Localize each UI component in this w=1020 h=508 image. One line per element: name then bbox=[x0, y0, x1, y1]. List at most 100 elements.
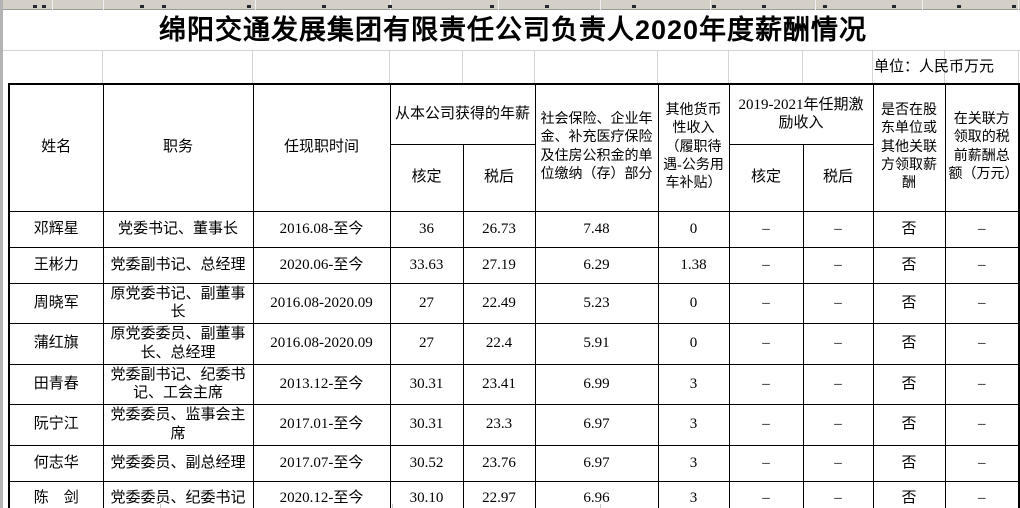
cell-other: 1.38 bbox=[657, 246, 730, 284]
header-tenure: 任现职时间 bbox=[252, 83, 391, 212]
cell-shareholder: 否 bbox=[872, 404, 946, 446]
unit-note: 单位：人民币万元 bbox=[874, 59, 995, 75]
header-salary-group: 从本公司获得的年薪 bbox=[389, 83, 536, 145]
cell-inc-approved: – bbox=[728, 246, 804, 284]
cell-related-total: – bbox=[944, 323, 1020, 365]
cell-name: 王彬力 bbox=[8, 246, 104, 284]
cell-related-total: – bbox=[944, 282, 1020, 324]
cell-inc-after-tax: – bbox=[802, 444, 874, 482]
cell-name: 蒲红旗 bbox=[8, 323, 104, 365]
cell-shareholder: 否 bbox=[872, 480, 946, 508]
cell-inc-after-tax: – bbox=[802, 404, 874, 446]
cell-related-total: – bbox=[944, 444, 1020, 482]
cut-off-row-strip bbox=[0, 0, 1020, 10]
cell-social: 6.97 bbox=[534, 444, 659, 482]
cell-inc-after-tax: – bbox=[802, 363, 874, 405]
cell-after-tax: 23.41 bbox=[462, 363, 536, 405]
cell-other: 0 bbox=[657, 282, 730, 324]
cell-other: 3 bbox=[657, 480, 730, 508]
header-position: 职务 bbox=[102, 83, 254, 212]
cell-inc-after-tax: – bbox=[802, 323, 874, 365]
cell-shareholder: 否 bbox=[872, 323, 946, 365]
cell-after-tax: 23.76 bbox=[462, 444, 536, 482]
cell-position: 党委委员、监事会主席 bbox=[102, 404, 254, 446]
cell-tenure: 2017.01-至今 bbox=[252, 404, 391, 446]
cell-other: 3 bbox=[657, 404, 730, 446]
cell-after-tax: 23.3 bbox=[462, 404, 536, 446]
cell-other: 0 bbox=[657, 210, 730, 248]
cell-shareholder: 否 bbox=[872, 363, 946, 405]
header-incentive-after-tax: 税后 bbox=[802, 143, 874, 212]
cell-shareholder: 否 bbox=[872, 210, 946, 248]
cell-social: 6.99 bbox=[534, 363, 659, 405]
cell-related-total: – bbox=[944, 404, 1020, 446]
cell-tenure: 2016.08-至今 bbox=[252, 210, 391, 248]
table-row: 陈 剑 党委委员、纪委书记 2020.12-至今 30.10 22.97 6.9… bbox=[8, 480, 1020, 508]
cell-social: 5.23 bbox=[534, 282, 659, 324]
cell-after-tax: 22.97 bbox=[462, 480, 536, 508]
cell-shareholder: 否 bbox=[872, 246, 946, 284]
cell-position: 党委副书记、总经理 bbox=[102, 246, 254, 284]
header-other-income: 其他货币性收入（履职待遇-公务用车补贴） bbox=[657, 83, 730, 212]
cell-name: 田青春 bbox=[8, 363, 104, 405]
header-shareholder-pay: 是否在股东单位或其他关联方领取薪酬 bbox=[872, 83, 946, 212]
cell-inc-after-tax: – bbox=[802, 480, 874, 508]
cell-inc-approved: – bbox=[728, 210, 804, 248]
salary-table: 姓名 职务 任现职时间 从本公司获得的年薪 社会保险、企业年金、补充医疗保险及住… bbox=[8, 83, 1020, 508]
cell-social: 6.29 bbox=[534, 246, 659, 284]
header-approved: 核定 bbox=[389, 143, 464, 212]
cell-tenure: 2013.12-至今 bbox=[252, 363, 391, 405]
cell-name: 阮宁江 bbox=[8, 404, 104, 446]
table-row: 阮宁江 党委委员、监事会主席 2017.01-至今 30.31 23.3 6.9… bbox=[8, 404, 1020, 446]
cell-position: 党委委员、纪委书记 bbox=[102, 480, 254, 508]
cell-inc-after-tax: – bbox=[802, 210, 874, 248]
cell-after-tax: 22.49 bbox=[462, 282, 536, 324]
header-after-tax: 税后 bbox=[462, 143, 536, 212]
cell-tenure: 2017.07-至今 bbox=[252, 444, 391, 482]
cell-shareholder: 否 bbox=[872, 282, 946, 324]
cell-inc-approved: – bbox=[728, 282, 804, 324]
cell-after-tax: 27.19 bbox=[462, 246, 536, 284]
header-name: 姓名 bbox=[8, 83, 104, 212]
pane-left-edge bbox=[0, 0, 3, 508]
cell-related-total: – bbox=[944, 480, 1020, 508]
header-incentive-group: 2019-2021年任期激励收入 bbox=[728, 83, 874, 145]
cell-position: 党委书记、董事长 bbox=[102, 210, 254, 248]
table-row: 何志华 党委委员、副总经理 2017.07-至今 30.52 23.76 6.9… bbox=[8, 444, 1020, 482]
cell-name: 何志华 bbox=[8, 444, 104, 482]
table-row: 蒲红旗 原党委委员、副董事长、总经理 2016.08-2020.09 27 22… bbox=[8, 323, 1020, 365]
cell-after-tax: 22.4 bbox=[462, 323, 536, 365]
header-related-party-total: 在关联方领取的税前薪酬总额（万元） bbox=[944, 83, 1020, 212]
cell-related-total: – bbox=[944, 363, 1020, 405]
cell-position: 原党委委员、副董事长、总经理 bbox=[102, 323, 254, 365]
cell-position: 党委副书记、纪委书记、工会主席 bbox=[102, 363, 254, 405]
cell-inc-approved: – bbox=[728, 363, 804, 405]
cell-inc-after-tax: – bbox=[802, 282, 874, 324]
cell-social: 6.96 bbox=[534, 480, 659, 508]
header-incentive-approved: 核定 bbox=[728, 143, 804, 212]
cell-approved: 30.10 bbox=[389, 480, 464, 508]
cell-position: 原党委书记、副董事长 bbox=[102, 282, 254, 324]
cell-inc-approved: – bbox=[728, 404, 804, 446]
cell-approved: 27 bbox=[389, 323, 464, 365]
cell-inc-approved: – bbox=[728, 323, 804, 365]
cell-social: 5.91 bbox=[534, 323, 659, 365]
cell-social: 7.48 bbox=[534, 210, 659, 248]
cell-related-total: – bbox=[944, 246, 1020, 284]
cell-after-tax: 26.73 bbox=[462, 210, 536, 248]
cell-approved: 30.52 bbox=[389, 444, 464, 482]
cell-other: 0 bbox=[657, 323, 730, 365]
cell-approved: 30.31 bbox=[389, 363, 464, 405]
cell-approved: 33.63 bbox=[389, 246, 464, 284]
table-row: 邓辉星 党委书记、董事长 2016.08-至今 36 26.73 7.48 0 … bbox=[8, 210, 1020, 248]
cell-inc-after-tax: – bbox=[802, 246, 874, 284]
cell-name: 邓辉星 bbox=[8, 210, 104, 248]
cell-tenure: 2020.06-至今 bbox=[252, 246, 391, 284]
table-row: 周晓军 原党委书记、副董事长 2016.08-2020.09 27 22.49 … bbox=[8, 282, 1020, 324]
cell-related-total: – bbox=[944, 210, 1020, 248]
cell-approved: 27 bbox=[389, 282, 464, 324]
cell-social: 6.97 bbox=[534, 404, 659, 446]
cell-position: 党委委员、副总经理 bbox=[102, 444, 254, 482]
cell-name: 周晓军 bbox=[8, 282, 104, 324]
